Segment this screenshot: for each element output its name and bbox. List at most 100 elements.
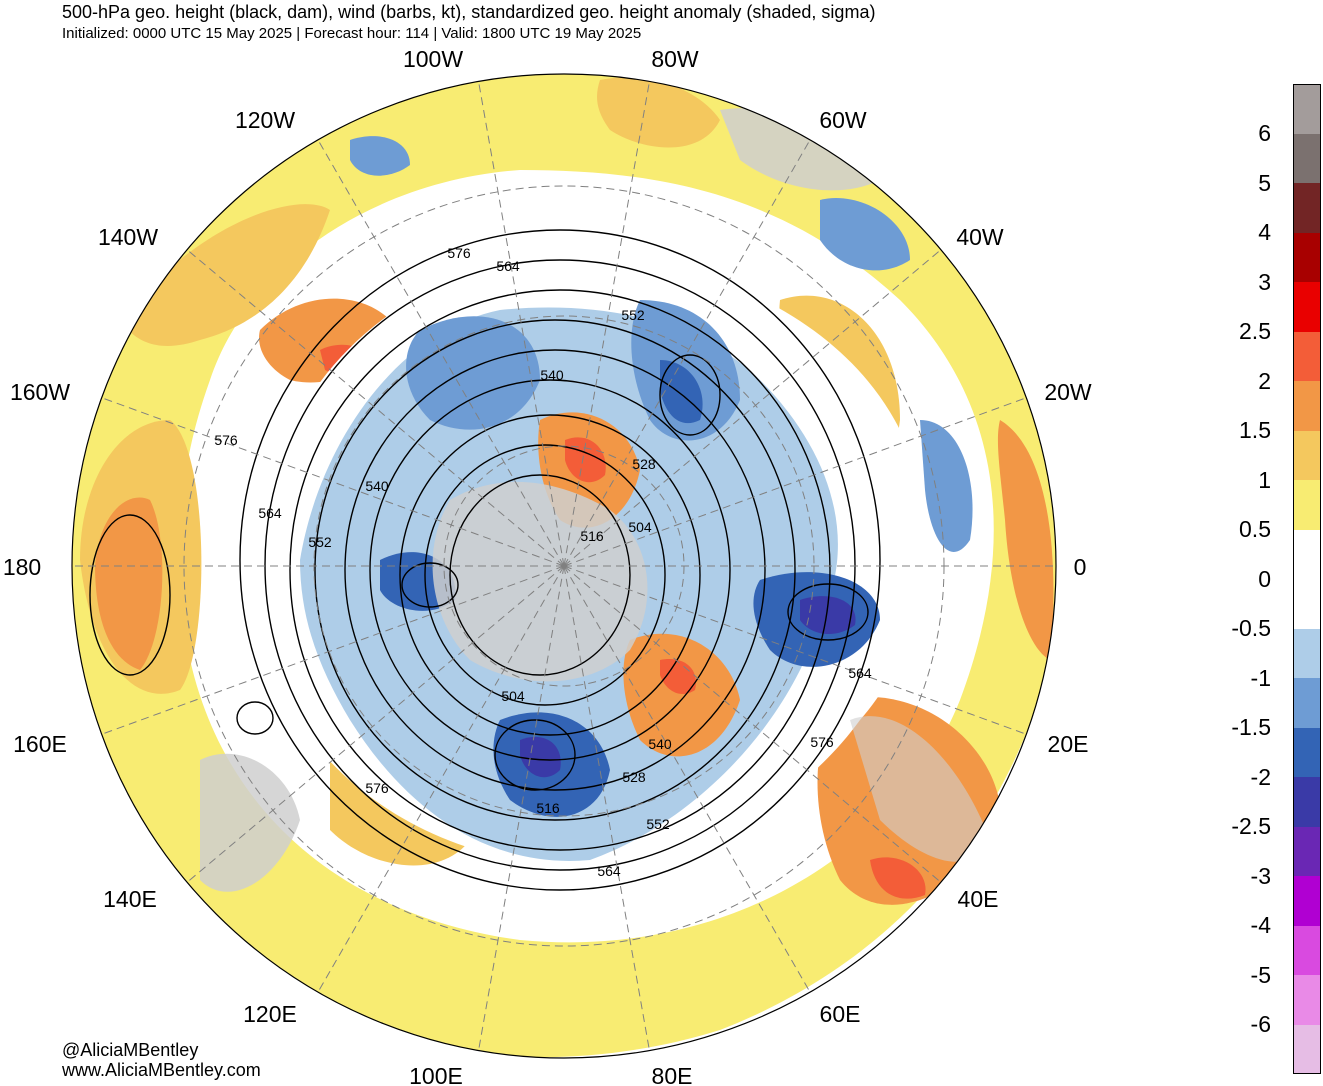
colorbar-tick-label: 2	[1258, 367, 1271, 394]
contour-label: 552	[646, 816, 670, 832]
lon-label-160w: 160W	[10, 379, 70, 405]
colorbar-swatch	[1293, 183, 1321, 233]
map-border	[71, 73, 1057, 1059]
contour-label: 516	[536, 800, 560, 816]
colorbar-swatch	[1293, 133, 1321, 183]
south-america-landmass	[720, 108, 880, 191]
colorbar-swatch	[1293, 430, 1321, 480]
lon-label-100e: 100E	[409, 1063, 463, 1086]
lon-label-80w: 80W	[651, 46, 699, 72]
contour-label: 576	[365, 780, 389, 796]
contour-label: 564	[258, 505, 282, 521]
colorbar-tick-label: -1	[1250, 664, 1271, 691]
lon-label-80e: 80E	[652, 1063, 693, 1086]
colorbar-tick-label: 1	[1258, 466, 1271, 493]
colorbar-swatch	[1293, 529, 1321, 579]
colorbar-swatch	[1293, 628, 1321, 678]
meridian-line	[563, 249, 942, 567]
contour-label: 564	[597, 863, 621, 879]
colorbar-swatch	[1293, 480, 1321, 530]
colorbar-swatch	[1293, 727, 1321, 777]
longitude-labels: 100W 80W 120W 60W 140W 40W 160W 20W 180 …	[3, 46, 1092, 1086]
contour-label: 564	[496, 258, 520, 274]
colorbar-tick-label: 4	[1258, 219, 1271, 245]
contour-label: 552	[621, 307, 645, 323]
meridian-line	[563, 139, 811, 567]
anomaly-shading	[72, 74, 1056, 1058]
contour-label: 576	[810, 734, 834, 750]
colorbar-swatch	[1293, 876, 1321, 926]
meridian-line	[563, 397, 1027, 567]
meridian-line	[563, 565, 1027, 735]
antarctica-landmass	[432, 481, 648, 682]
anomaly-colorbar: 6 5 4 3 2.5 2 1.5 1 0.5 0 -0.5 -1 -1.5 -2 -2.5 -3 -4 -5 -6	[1231, 84, 1321, 1084]
colorbar-tick-label: 6	[1258, 120, 1271, 146]
colorbar-swatch	[1293, 777, 1321, 827]
contour-label: 576	[447, 245, 471, 261]
colorbar-tick-label: 0.5	[1239, 516, 1271, 542]
lon-label-120e: 120E	[243, 1001, 297, 1027]
colorbar-tick-label: 0	[1258, 565, 1271, 592]
meridian-line	[563, 565, 811, 993]
polar-map: 100W 80W 120W 60W 140W 40W 160W 20W 180 …	[3, 46, 1092, 1086]
colorbar-tick-label: -2.5	[1231, 813, 1271, 839]
lon-label-40w: 40W	[956, 224, 1004, 250]
colorbar-swatch	[1293, 84, 1321, 134]
colorbar-swatch	[1293, 678, 1321, 728]
lon-label-120w: 120W	[235, 107, 295, 133]
australia-landmass	[200, 753, 300, 892]
colorbar-swatch	[1293, 579, 1321, 629]
colorbar-tick-label: 3	[1258, 268, 1271, 295]
meridian-line	[101, 397, 565, 567]
meridian-line	[101, 565, 565, 735]
contour-label: 540	[365, 478, 389, 494]
credit-website: www.AliciaMBentley.com	[62, 1060, 261, 1080]
contour-label: 540	[648, 736, 672, 752]
colorbar-tick-label: -3	[1250, 862, 1271, 889]
colorbar-tick-label: 1.5	[1239, 417, 1271, 443]
contour-label: 540	[540, 367, 564, 383]
colorbar-tick-label: 5	[1258, 169, 1271, 196]
contour-label: 564	[848, 665, 872, 681]
lon-label-160e: 160E	[13, 731, 67, 757]
contour-label: 528	[622, 769, 646, 785]
colorbar-swatch	[1293, 1024, 1321, 1074]
contour-labels: 576 564 552 540 576 540 564 552 528 504 …	[214, 245, 872, 879]
map-title: 500-hPa geo. height (black, dam), wind (…	[62, 2, 876, 22]
colorbar-swatch	[1293, 925, 1321, 975]
meridian-line	[186, 565, 565, 883]
lon-label-140w: 140W	[98, 224, 158, 250]
colorbar-tick-label: -2	[1250, 763, 1271, 790]
contour-label: 504	[501, 688, 525, 704]
contour-label: 504	[628, 519, 652, 535]
colorbar-swatch	[1293, 826, 1321, 876]
lon-label-20w: 20W	[1044, 379, 1092, 405]
lon-label-20e: 20E	[1048, 731, 1089, 757]
meridian-lines	[72, 81, 1056, 1051]
lon-label-0: 0	[1074, 554, 1087, 580]
lon-label-140e: 140E	[103, 886, 157, 912]
contour-label: 552	[308, 534, 332, 550]
colorbar-swatch	[1293, 282, 1321, 332]
meridian-line	[317, 139, 565, 567]
meridian-line	[186, 249, 565, 567]
lon-label-180: 180	[3, 554, 41, 580]
lon-label-60e: 60E	[820, 1001, 861, 1027]
lon-label-60w: 60W	[819, 107, 867, 133]
africa-landmass	[850, 716, 990, 862]
colorbar-tick-label: 2.5	[1239, 318, 1271, 344]
contour-label: 516	[580, 528, 604, 544]
colorbar-swatch	[1293, 975, 1321, 1025]
colorbar-tick-label: -5	[1250, 961, 1271, 988]
contour-label: 576	[214, 432, 238, 448]
meridian-line	[563, 565, 650, 1051]
meridian-line	[478, 81, 565, 567]
lon-label-100w: 100W	[403, 46, 463, 72]
height-contours	[89, 229, 881, 891]
colorbar-tick-label: -4	[1250, 912, 1271, 938]
lon-label-40e: 40E	[958, 886, 999, 912]
colorbar-tick-label: -0.5	[1231, 615, 1271, 641]
colorbar-swatch	[1293, 381, 1321, 431]
meridian-line	[317, 565, 565, 993]
colorbar-swatch	[1293, 232, 1321, 282]
